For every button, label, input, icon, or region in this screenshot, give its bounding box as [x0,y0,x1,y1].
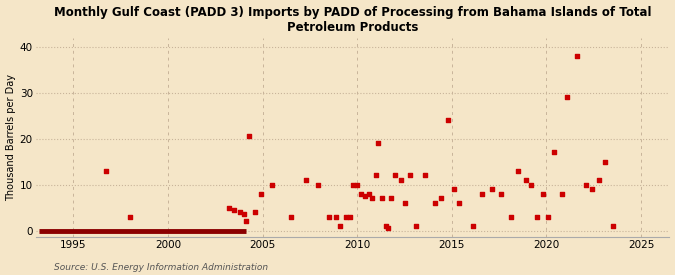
Point [405,173,416,178]
Point [373,141,383,145]
Point [580,182,591,187]
Point [100,169,111,173]
Point [562,95,572,100]
Point [556,192,567,196]
Point [429,201,440,205]
Point [267,182,277,187]
Point [386,196,397,200]
Point [448,187,459,191]
Point [331,214,342,219]
Point [520,178,531,182]
Point [443,118,454,122]
Point [301,178,312,182]
Point [608,224,618,228]
Point [356,192,367,196]
Point [371,173,381,178]
Point [323,214,334,219]
Point [286,214,296,219]
Text: Source: U.S. Energy Information Administration: Source: U.S. Energy Information Administ… [54,263,268,272]
Point [495,192,506,196]
Point [537,192,548,196]
Point [250,210,261,214]
Point [399,201,410,205]
Point [505,214,516,219]
Point [367,196,378,200]
Point [359,194,370,198]
Point [454,201,465,205]
Point [549,150,560,155]
Point [377,196,387,200]
Point [340,214,351,219]
Point [543,214,554,219]
Point [344,214,355,219]
Point [477,192,487,196]
Point [420,173,431,178]
Point [238,212,249,217]
Point [223,205,234,210]
Point [587,187,597,191]
Point [244,134,255,139]
Point [526,182,537,187]
Point [229,208,240,212]
Point [380,224,391,228]
Point [125,214,136,219]
Point [396,178,406,182]
Point [410,224,421,228]
Point [435,196,446,200]
Point [363,192,374,196]
Point [348,182,359,187]
Point [335,224,346,228]
Title: Monthly Gulf Coast (PADD 3) Imports by PADD of Processing from Bahama Islands of: Monthly Gulf Coast (PADD 3) Imports by P… [54,6,651,34]
Point [352,182,362,187]
Point [255,192,266,196]
Point [513,169,524,173]
Point [467,224,478,228]
Point [389,173,400,178]
Point [532,214,543,219]
Y-axis label: Thousand Barrels per Day: Thousand Barrels per Day [5,74,16,201]
Point [240,219,251,224]
Point [312,182,323,187]
Point [382,226,393,230]
Point [486,187,497,191]
Point [599,160,610,164]
Point [234,210,245,214]
Point [571,54,582,58]
Point [594,178,605,182]
